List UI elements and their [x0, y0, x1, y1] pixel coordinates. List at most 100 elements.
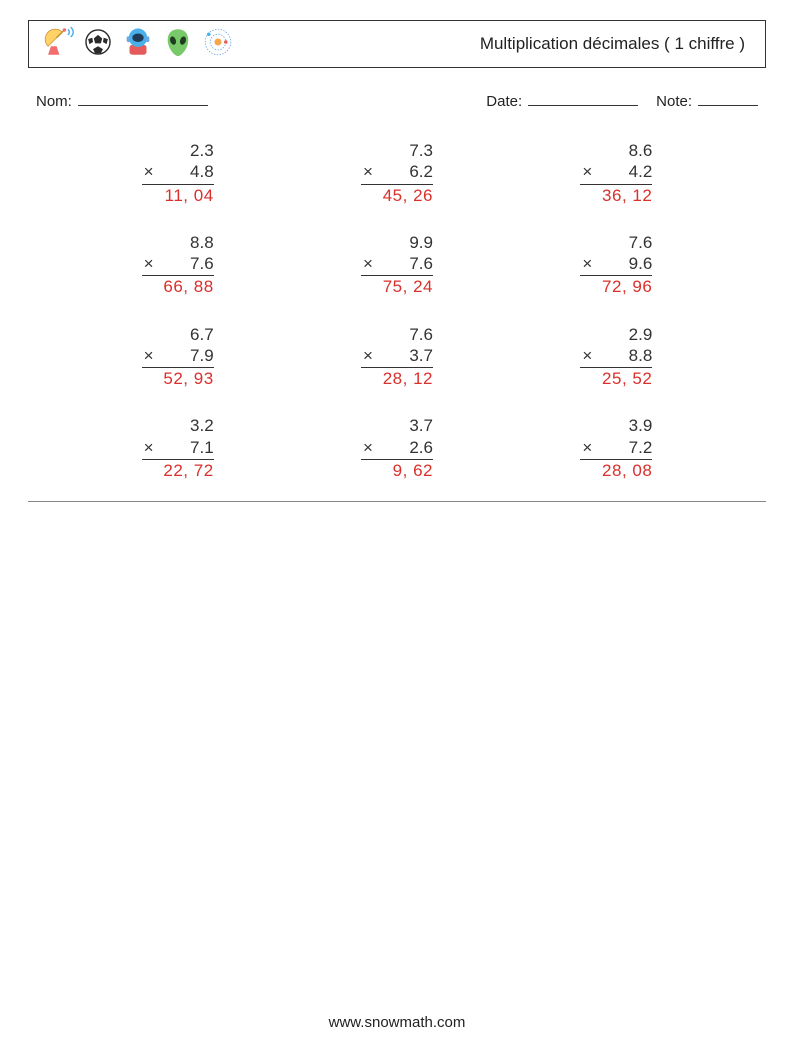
operand-b-row: × 2.6 [361, 437, 433, 460]
worksheet-page: Multiplication décimales ( 1 chiffre ) N… [0, 0, 794, 501]
problem-stack: 2.9× 8.825, 52 [580, 324, 652, 390]
operator-symbol: × [361, 345, 373, 366]
problem-stack: 8.8× 7.666, 88 [142, 232, 214, 298]
operand-b-row: × 7.1 [142, 437, 214, 460]
answer: 75, 24 [361, 276, 433, 297]
answer: 22, 72 [142, 460, 214, 481]
operand-b-row: × 7.6 [361, 253, 433, 276]
header-bar: Multiplication décimales ( 1 chiffre ) [28, 20, 766, 68]
name-blank[interactable] [78, 92, 208, 106]
operand-b: 7.6 [190, 253, 214, 274]
answer: 72, 96 [580, 276, 652, 297]
answer: 25, 52 [580, 368, 652, 389]
operand-a: 7.3 [361, 140, 433, 161]
problem-stack: 7.6×3.728, 12 [361, 324, 433, 390]
operand-a: 2.3 [142, 140, 214, 161]
operand-b-row: × 7.6 [142, 253, 214, 276]
operand-b: 8.8 [629, 345, 653, 366]
problem-stack: 3.7× 2.69, 62 [361, 415, 433, 481]
operand-b: 2.6 [409, 437, 433, 458]
answer: 36, 12 [580, 185, 652, 206]
problem-stack: 6.7× 7.952, 93 [142, 324, 214, 390]
problem: 6.7× 7.952, 93 [88, 324, 267, 390]
footer-url: www.snowmath.com [0, 1014, 794, 1031]
operand-b: 3.7 [409, 345, 433, 366]
operand-b-row: × 4.2 [580, 161, 652, 184]
soccer-ball-icon [81, 25, 115, 64]
operator-symbol: × [580, 253, 592, 274]
operand-b: 7.6 [409, 253, 433, 274]
problem: 7.6× 9.672, 96 [527, 232, 706, 298]
operand-b: 9.6 [629, 253, 653, 274]
problem-stack: 7.3× 6.2 45, 26 [361, 140, 433, 206]
operand-a: 3.2 [142, 415, 214, 436]
operand-a: 7.6 [580, 232, 652, 253]
footer-divider [28, 501, 766, 502]
meta-row: Nom: Date: Note: [36, 92, 758, 110]
problem-stack: 9.9× 7.675, 24 [361, 232, 433, 298]
problem-stack: 3.2× 7.122, 72 [142, 415, 214, 481]
problem: 2.3×4.811, 04 [88, 140, 267, 206]
problem: 7.3× 6.2 45, 26 [307, 140, 486, 206]
operator-symbol: × [142, 345, 154, 366]
name-label: Nom: [36, 93, 72, 110]
problem-stack: 2.3×4.811, 04 [142, 140, 214, 206]
operator-symbol: × [580, 161, 592, 182]
answer: 28, 12 [361, 368, 433, 389]
operand-b-row: ×4.8 [142, 161, 214, 184]
operand-b-row: × 8.8 [580, 345, 652, 368]
answer: 9, 62 [361, 460, 433, 481]
solar-system-icon [201, 25, 235, 64]
operator-symbol: × [580, 345, 592, 366]
operand-b-row: × 7.9 [142, 345, 214, 368]
problem: 3.9× 7.228, 08 [527, 415, 706, 481]
operand-a: 8.6 [580, 140, 652, 161]
operator-symbol: × [361, 437, 373, 458]
operand-b: 7.9 [190, 345, 214, 366]
page-title: Multiplication décimales ( 1 chiffre ) [480, 34, 753, 54]
operator-symbol: × [361, 161, 373, 182]
operand-b-row: × 9.6 [580, 253, 652, 276]
operand-b-row: × 3.7 [361, 345, 433, 368]
operand-a: 2.9 [580, 324, 652, 345]
operand-b-row: × 6.2 [361, 161, 433, 184]
problem: 7.6×3.728, 12 [307, 324, 486, 390]
answer: 52, 93 [142, 368, 214, 389]
astronaut-icon [121, 25, 155, 64]
header-icons [41, 25, 235, 64]
operand-b: 6.2 [409, 161, 433, 182]
operator-symbol: × [142, 437, 154, 458]
answer: 66, 88 [142, 276, 214, 297]
answer: 45, 26 [361, 185, 433, 206]
operator-symbol: × [142, 253, 154, 274]
operator-symbol: × [361, 253, 373, 274]
operator-symbol: × [580, 437, 592, 458]
problem-stack: 8.6× 4.2 36, 12 [580, 140, 652, 206]
problem-stack: 3.9× 7.228, 08 [580, 415, 652, 481]
problems-grid: 2.3×4.811, 047.3×6.245, 268.6×4.236, 128… [28, 140, 766, 481]
answer: 28, 08 [580, 460, 652, 481]
operand-a: 8.8 [142, 232, 214, 253]
problem: 2.9× 8.825, 52 [527, 324, 706, 390]
note-blank[interactable] [698, 92, 758, 106]
note-label: Note: [656, 93, 692, 110]
problem: 3.2× 7.122, 72 [88, 415, 267, 481]
operand-b: 7.1 [190, 437, 214, 458]
date-label: Date: [486, 93, 522, 110]
operator-symbol: × [142, 161, 154, 182]
problem: 9.9× 7.675, 24 [307, 232, 486, 298]
operand-b: 4.2 [629, 161, 653, 182]
date-blank[interactable] [528, 92, 638, 106]
answer: 11, 04 [142, 185, 214, 206]
operand-b-row: × 7.2 [580, 437, 652, 460]
alien-icon [161, 25, 195, 64]
operand-b: 7.2 [629, 437, 653, 458]
satellite-icon [41, 25, 75, 64]
problem: 3.7× 2.69, 62 [307, 415, 486, 481]
operand-a: 9.9 [361, 232, 433, 253]
operand-a: 3.9 [580, 415, 652, 436]
operand-a: 6.7 [142, 324, 214, 345]
problem: 8.8× 7.666, 88 [88, 232, 267, 298]
operand-a: 3.7 [361, 415, 433, 436]
problem-stack: 7.6× 9.672, 96 [580, 232, 652, 298]
